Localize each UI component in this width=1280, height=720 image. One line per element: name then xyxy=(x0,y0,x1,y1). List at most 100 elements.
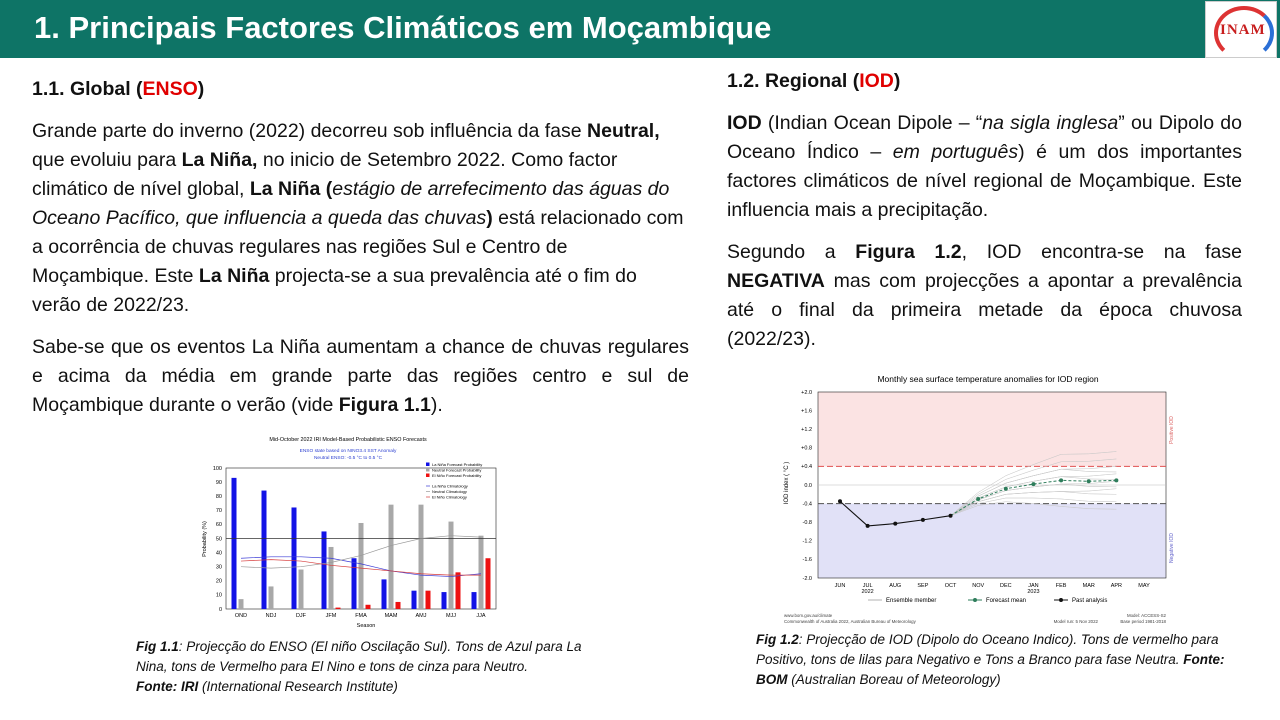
iod-figure: Monthly sea surface temperature anomalie… xyxy=(768,368,1208,626)
bar-neutral xyxy=(388,504,394,609)
y-tick-label: 10 xyxy=(216,593,222,599)
footer-model: Model: ACCESS-S2 xyxy=(1127,613,1167,618)
text: no inicio de Setembro 2022. Como factor … xyxy=(32,149,618,200)
x-tick-label: NOV xyxy=(972,583,984,589)
y-tick-label: 50 xyxy=(216,536,222,542)
bar-neutral xyxy=(358,522,364,609)
climatology-line xyxy=(240,556,482,577)
bar-la-nina xyxy=(351,558,357,609)
ensemble-member-line xyxy=(950,451,1117,516)
x-tick-label: JUN xyxy=(835,583,846,589)
enso-chart: Mid-October 2022 IRI Model-Based Probabi… xyxy=(202,437,497,629)
text-bold: NEGATIVA xyxy=(727,270,825,292)
caption-text: (International Research Institute) xyxy=(198,679,398,694)
text: Segundo a xyxy=(727,241,856,263)
x-tick-label: DJF xyxy=(296,613,307,619)
bar-la-nina xyxy=(321,531,327,609)
footer-model-run: Model run: 5 Nov 2022 xyxy=(1054,619,1099,624)
bar-neutral xyxy=(298,569,304,609)
text-bold: La Niña ( xyxy=(249,178,333,200)
iod-phase-paragraph: Segundo a Figura 1.2, IOD encontra-se na… xyxy=(727,238,1242,354)
bar-la-nina xyxy=(471,592,477,609)
y-tick-label: -2.0 xyxy=(803,576,812,582)
y-tick-label: 40 xyxy=(216,550,222,556)
y-tick-label: +1.6 xyxy=(801,408,812,414)
bar-la-nina xyxy=(231,477,237,609)
text-bold: IOD xyxy=(727,112,762,134)
ensemble-member-line xyxy=(950,468,1117,516)
x-tick-label: MJJ xyxy=(446,613,456,619)
x-tick-label: NDJ xyxy=(266,613,277,619)
forecast-mean-point xyxy=(1031,482,1036,487)
y-tick-label: +1.2 xyxy=(801,427,812,433)
heading-highlight: IOD xyxy=(859,70,894,92)
legend-label: El Niño Forecast Probability xyxy=(432,473,481,478)
global-heading: 1.1. Global (ENSO) xyxy=(32,75,689,104)
x-tick-label: MAR xyxy=(1083,583,1095,589)
heading-text: ) xyxy=(197,78,205,100)
past-analysis-point xyxy=(893,521,898,526)
x-tick-label: JFM xyxy=(326,613,337,619)
text-bold: La Niña xyxy=(198,265,270,287)
y-tick-label: -0.8 xyxy=(803,520,812,526)
enso-paragraph: Grande parte do inverno (2022) decorreu … xyxy=(32,117,689,320)
legend-label: Neutral Forecast Probability xyxy=(432,468,481,473)
regional-heading: 1.2. Regional (IOD) xyxy=(727,67,1242,96)
bar-neutral xyxy=(448,521,454,609)
x-tick-label: DEC xyxy=(1000,583,1012,589)
positive-zone-label: Positive IOD xyxy=(1169,416,1175,444)
text: está relacionado com a ocorrência de chu… xyxy=(32,207,684,287)
ensemble-member-line xyxy=(950,491,1117,516)
y-tick-label: -1.2 xyxy=(803,539,812,545)
bar-neutral xyxy=(238,599,244,609)
legend-swatch xyxy=(973,598,977,602)
x-tick-label: FMA xyxy=(355,613,367,619)
y-axis-label: IOD index ( °C ) xyxy=(784,462,790,504)
text-italic: estágio de arrefecimento das águas do Oc… xyxy=(32,178,670,229)
legend-swatch xyxy=(426,462,430,466)
positive-zone xyxy=(818,392,1166,467)
y-tick-label: -1.6 xyxy=(803,557,812,563)
y-tick-label: -0.4 xyxy=(803,501,812,507)
forecast-mean-point xyxy=(1114,478,1119,483)
climatology-line xyxy=(240,535,482,569)
caption-text: (Australian Boreau of Meteorology) xyxy=(787,672,1001,687)
footer-base-period: Base period 1981-2018 xyxy=(1120,619,1166,624)
x-tick-label: JUL xyxy=(863,583,873,589)
heading-highlight: ENSO xyxy=(142,78,198,100)
y-tick-label: 20 xyxy=(216,579,222,585)
iod-chart: Monthly sea surface temperature anomalie… xyxy=(784,374,1175,624)
iod-paragraph: IOD (Indian Ocean Dipole – “na sigla ing… xyxy=(727,109,1242,225)
bar-neutral xyxy=(328,546,334,609)
heading-text: 1.1. Global ( xyxy=(32,78,143,100)
fig-1-1-caption: Fig 1.1: Projecção do ENSO (El niño Osci… xyxy=(136,637,596,697)
bar-el-nino xyxy=(485,558,491,609)
y-tick-label: 80 xyxy=(216,494,222,500)
text: ). xyxy=(430,394,443,416)
text-italic: em português xyxy=(892,141,1019,163)
text: mas com projecções a apontar a prevalênc… xyxy=(727,270,1242,350)
bar-el-nino xyxy=(455,572,461,609)
y-tick-label: 0.0 xyxy=(804,483,812,489)
x-tick-label: OND xyxy=(235,613,247,619)
negative-zone xyxy=(818,503,1166,578)
x-tick-label: AMJ xyxy=(416,613,427,619)
caption-source: Fonte: IRI xyxy=(136,679,199,694)
past-analysis-point xyxy=(948,513,953,518)
text: , IOD encontra-se na fase xyxy=(961,241,1242,263)
legend-label: Neutral Climatology xyxy=(432,489,467,494)
y-tick-label: +2.0 xyxy=(801,390,812,396)
text: ” ou Dipolo do Oceano Índico – xyxy=(727,112,1242,163)
negative-zone-label: Negative IOD xyxy=(1169,533,1175,563)
legend-label: Forecast mean xyxy=(986,598,1026,604)
bar-neutral xyxy=(268,586,274,609)
legend-label: El Niño Climatology xyxy=(432,495,467,500)
year-label: 2023 xyxy=(1027,589,1039,595)
legend-swatch xyxy=(1059,598,1063,602)
y-tick-label: 90 xyxy=(216,480,222,486)
x-axis-label: Season xyxy=(357,623,376,629)
la-nina-paragraph: Sabe-se que os eventos La Niña aumentam … xyxy=(32,333,689,420)
bar-el-nino xyxy=(365,604,371,609)
text-bold: ) xyxy=(486,207,493,229)
x-tick-label: JAN xyxy=(1028,583,1038,589)
